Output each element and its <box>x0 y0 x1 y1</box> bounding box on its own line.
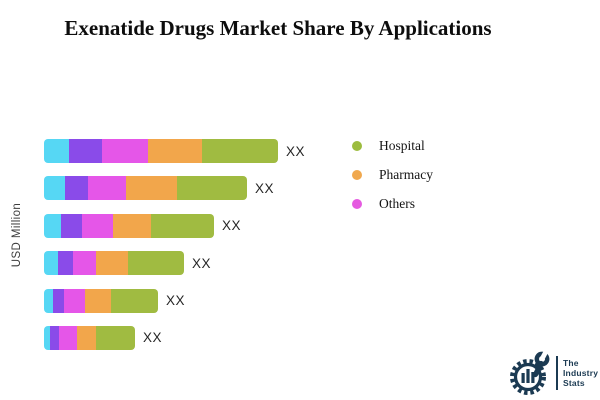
bar-segment-hospital[interactable] <box>202 139 278 163</box>
bar-segment-unlabeled-cyan[interactable] <box>44 213 61 238</box>
bar-segment-unlabeled-cyan[interactable] <box>44 251 58 276</box>
bar-value-label: XX <box>222 218 242 234</box>
bar-segment-pharmacy[interactable] <box>126 176 177 201</box>
bar-value-label: XX <box>255 180 275 196</box>
stacked-bar[interactable] <box>44 288 158 313</box>
y-axis-label: USD Million <box>11 202 23 268</box>
chart-title: Exenatide Drugs Market Share By Applicat… <box>64 16 492 40</box>
legend-item-others[interactable]: Others <box>352 192 433 216</box>
bar-segment-unlabeled-purple[interactable] <box>61 213 82 238</box>
bar-value-label: XX <box>286 143 306 159</box>
logo-line-1: The <box>563 357 579 368</box>
logo-line-3: Stats <box>563 377 585 388</box>
bar-segment-pharmacy[interactable] <box>85 288 111 313</box>
legend-label: Others <box>379 196 415 211</box>
bar-value-label: XX <box>143 330 163 346</box>
bar-segment-unlabeled-purple[interactable] <box>50 325 59 350</box>
bar-segment-pharmacy[interactable] <box>148 139 202 163</box>
bar-segment-unlabeled-purple[interactable] <box>69 139 102 163</box>
logo-line-2: Industry <box>563 367 599 378</box>
bar-row: XX <box>44 176 305 201</box>
brand-logo: The Industry Stats <box>509 349 598 396</box>
legend-label: Pharmacy <box>379 167 433 182</box>
legend-label: Hospital <box>379 138 425 153</box>
bar-segment-others[interactable] <box>73 251 96 276</box>
bar-value-label: XX <box>192 255 212 271</box>
bar-segment-unlabeled-cyan[interactable] <box>44 139 69 163</box>
bar-segment-others[interactable] <box>102 139 148 163</box>
bar-row: XX <box>44 288 305 313</box>
bar-row: XX <box>44 213 305 238</box>
bar-segment-hospital[interactable] <box>177 176 247 201</box>
bar-value-label: XX <box>166 293 186 309</box>
gear-wrench-icon <box>510 350 550 395</box>
legend-dot-others <box>352 199 362 209</box>
bar-segment-others[interactable] <box>59 325 77 350</box>
bar-segment-hospital[interactable] <box>151 213 214 238</box>
legend-item-hospital[interactable]: Hospital <box>352 134 433 158</box>
bars-area: XX XX XX XX XX XX <box>44 139 305 363</box>
bar-segment-unlabeled-cyan[interactable] <box>44 325 50 350</box>
bar-segment-hospital[interactable] <box>111 288 158 313</box>
stacked-bar[interactable] <box>44 325 135 350</box>
bar-segment-others[interactable] <box>88 176 126 201</box>
bar-segment-unlabeled-purple[interactable] <box>53 288 64 313</box>
stacked-bar[interactable] <box>44 251 184 276</box>
bar-segment-hospital[interactable] <box>96 325 135 350</box>
legend-dot-pharmacy <box>352 170 362 180</box>
bar-row: XX <box>44 251 305 276</box>
logo-divider <box>556 355 558 390</box>
legend: Hospital Pharmacy Others <box>352 134 433 221</box>
bar-segment-pharmacy[interactable] <box>113 213 151 238</box>
legend-dot-hospital <box>352 141 362 151</box>
stacked-bar[interactable] <box>44 213 214 238</box>
bar-row: XX <box>44 139 305 163</box>
legend-item-pharmacy[interactable]: Pharmacy <box>352 163 433 187</box>
bar-segment-pharmacy[interactable] <box>96 251 128 276</box>
bar-segment-hospital[interactable] <box>128 251 184 276</box>
bar-segment-pharmacy[interactable] <box>77 325 96 350</box>
stacked-bar[interactable] <box>44 139 278 163</box>
bar-segment-unlabeled-purple[interactable] <box>65 176 88 201</box>
logo-text: The Industry Stats <box>563 358 598 388</box>
bar-segment-others[interactable] <box>82 213 113 238</box>
bar-row: XX <box>44 325 305 350</box>
bar-segment-unlabeled-cyan[interactable] <box>44 288 53 313</box>
bar-segment-unlabeled-cyan[interactable] <box>44 176 65 201</box>
stacked-bar[interactable] <box>44 176 247 201</box>
bar-segment-unlabeled-purple[interactable] <box>58 251 73 276</box>
bar-segment-others[interactable] <box>64 288 85 313</box>
